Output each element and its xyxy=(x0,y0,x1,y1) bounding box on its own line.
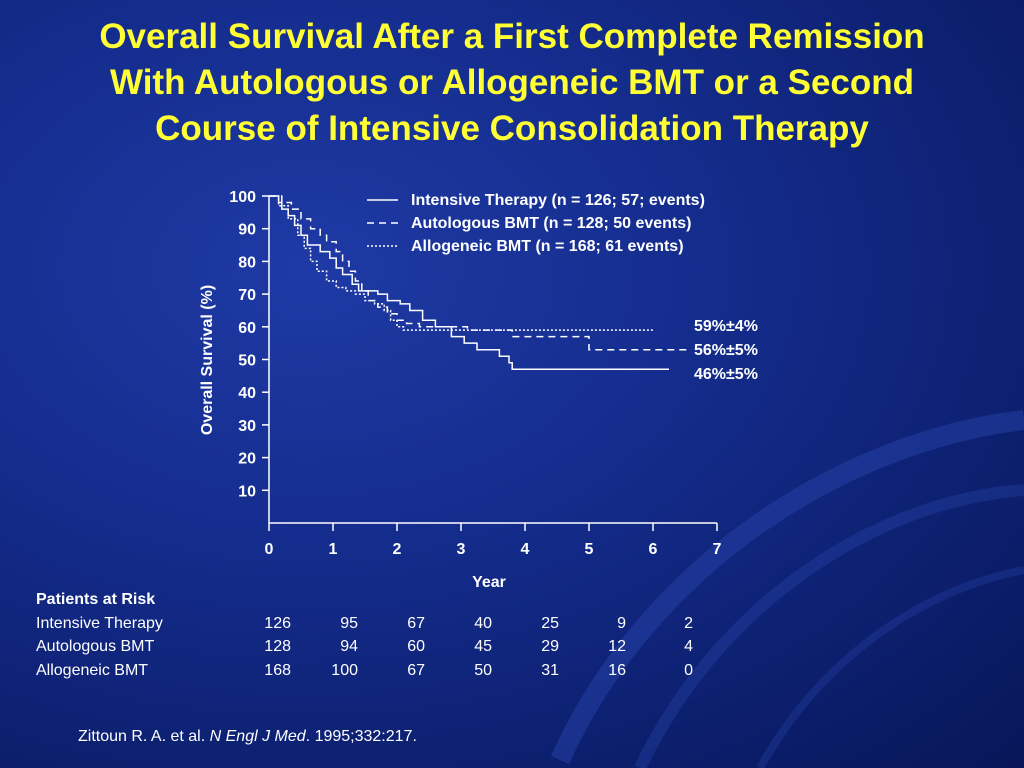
title-line-3: Course of Intensive Consolidation Therap… xyxy=(155,109,869,148)
chart-legend: Intensive Therapy (n = 126; 57; events) A… xyxy=(367,192,705,255)
y-tick-label: 100 xyxy=(229,189,256,206)
x-tick-label: 4 xyxy=(521,541,530,558)
x-tick-label: 2 xyxy=(393,541,402,558)
x-tick-label: 5 xyxy=(585,541,594,558)
slide-title: Overall Survival After a First Complete … xyxy=(0,14,1024,152)
risk-cell: 29 xyxy=(541,638,559,655)
end-survival-label: 59%±4% xyxy=(694,318,758,335)
risk-table-header: Patients at Risk xyxy=(36,591,156,608)
risk-row-label: Autologous BMT xyxy=(36,638,155,655)
citation: Zittoun R. A. et al. N Engl J Med. 1995;… xyxy=(78,728,417,746)
risk-cell: 168 xyxy=(264,661,291,679)
risk-cell: 67 xyxy=(407,661,425,679)
y-axis-ticks: 10 20 30 40 50 60 70 80 90 100 xyxy=(229,189,269,500)
risk-table-row: Allogeneic BMT 168 100 67 50 31 16 0 xyxy=(36,659,695,683)
y-tick-label: 80 xyxy=(238,254,256,271)
risk-cell: 67 xyxy=(407,614,425,632)
risk-row-label: Allogeneic BMT xyxy=(36,661,149,679)
risk-table-row: Intensive Therapy 126 95 67 40 25 9 2 xyxy=(36,612,695,636)
risk-cell: 0 xyxy=(684,661,693,679)
x-tick-label: 6 xyxy=(649,541,658,558)
title-line-1: Overall Survival After a First Complete … xyxy=(99,17,925,56)
risk-cell: 25 xyxy=(541,614,559,632)
x-tick-label: 1 xyxy=(329,541,338,558)
y-tick-label: 60 xyxy=(238,320,256,337)
legend-label: Allogeneic BMT (n = 168; 61 events) xyxy=(411,238,684,255)
risk-cell: 94 xyxy=(340,638,358,655)
risk-cell: 95 xyxy=(340,614,358,632)
risk-cell: 12 xyxy=(608,638,626,655)
risk-row-label: Intensive Therapy xyxy=(36,614,163,632)
risk-cell: 2 xyxy=(684,614,693,632)
y-tick-label: 40 xyxy=(238,385,256,402)
end-survival-label: 56%±5% xyxy=(694,342,758,359)
y-tick-label: 20 xyxy=(238,451,256,468)
end-survival-label: 46%±5% xyxy=(694,366,758,383)
x-axis-ticks: 0 1 2 3 4 5 6 7 xyxy=(265,523,722,558)
x-tick-label: 7 xyxy=(713,541,722,558)
citation-journal: N Engl J Med xyxy=(209,728,306,745)
survival-curve-dotted xyxy=(269,195,653,331)
patients-at-risk-table: Patients at Risk Intensive Therapy 126 9… xyxy=(36,588,695,682)
y-tick-label: 10 xyxy=(238,483,256,500)
y-tick-label: 90 xyxy=(238,222,256,239)
x-tick-label: 3 xyxy=(457,541,466,558)
survival-curves xyxy=(269,195,692,371)
y-tick-label: 70 xyxy=(238,287,256,304)
legend-label: Autologous BMT (n = 128; 50 events) xyxy=(411,215,691,232)
citation-authors: Zittoun R. A. et al. xyxy=(78,728,210,745)
risk-cell: 50 xyxy=(474,661,492,679)
y-tick-label: 30 xyxy=(238,418,256,435)
y-tick-label: 50 xyxy=(238,353,256,370)
risk-cell: 40 xyxy=(474,614,492,632)
risk-cell: 16 xyxy=(608,661,626,679)
risk-table-header-row: Patients at Risk xyxy=(36,588,695,612)
x-tick-label: 0 xyxy=(265,541,274,558)
risk-cell: 126 xyxy=(264,614,291,632)
risk-table-row: Autologous BMT 128 94 60 45 29 12 4 xyxy=(36,635,695,659)
title-line-2: With Autologous or Allogeneic BMT or a S… xyxy=(109,63,915,102)
y-axis-title: Overall Survival (%) xyxy=(199,285,216,435)
risk-cell: 31 xyxy=(541,661,559,679)
survival-end-labels: 59%±4% 56%±5% 46%±5% xyxy=(694,318,758,383)
risk-cell: 4 xyxy=(684,638,693,655)
x-axis-title: Year xyxy=(472,574,506,591)
legend-label: Intensive Therapy (n = 126; 57; events) xyxy=(411,192,705,209)
risk-cell: 100 xyxy=(331,661,358,679)
risk-cell: 60 xyxy=(407,638,425,655)
risk-cell: 45 xyxy=(474,638,492,655)
risk-cell: 9 xyxy=(617,614,626,632)
citation-details: . 1995;332:217. xyxy=(305,728,417,745)
risk-cell: 128 xyxy=(264,638,291,655)
